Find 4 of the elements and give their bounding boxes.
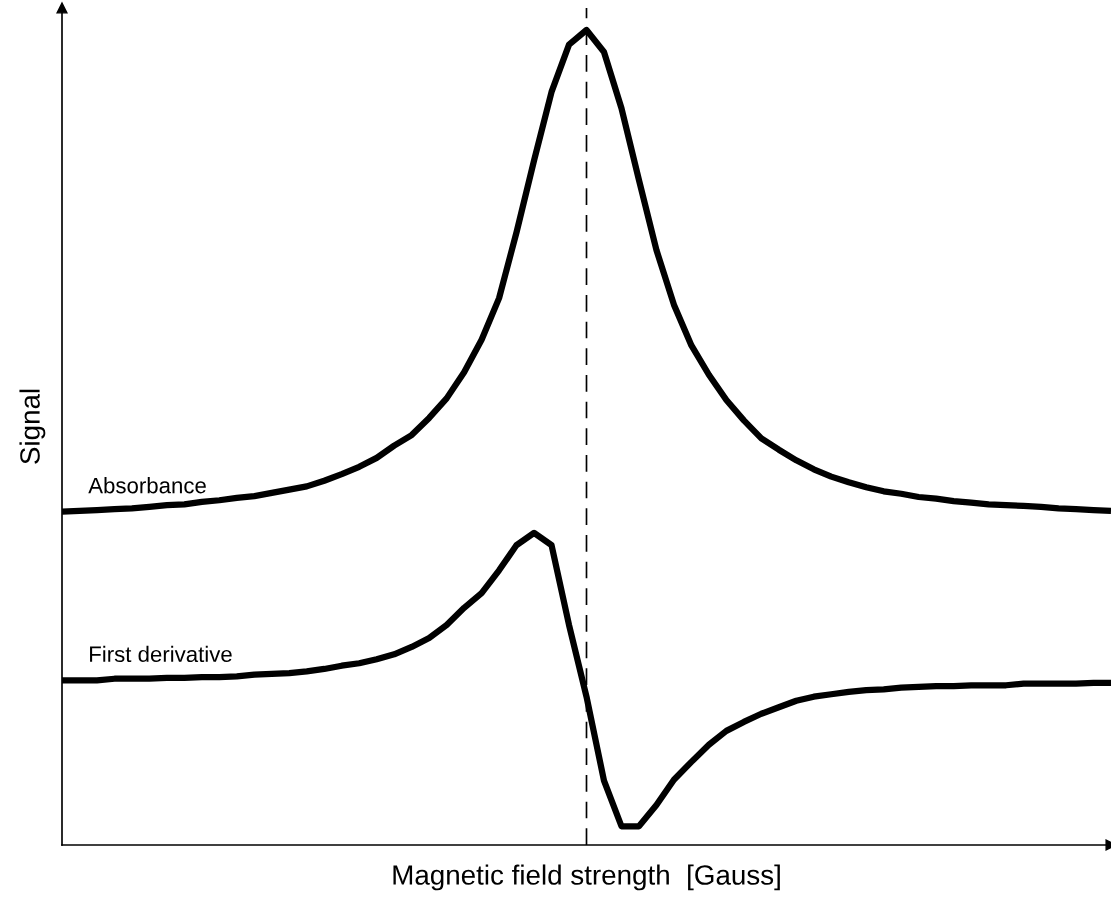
series-label: Absorbance (88, 477, 206, 494)
series-label: First derivative (90, 645, 232, 663)
x-axis-title: Magnetic field strength [Gauss] (393, 864, 780, 891)
y-axis-title: Signal (19, 389, 46, 464)
